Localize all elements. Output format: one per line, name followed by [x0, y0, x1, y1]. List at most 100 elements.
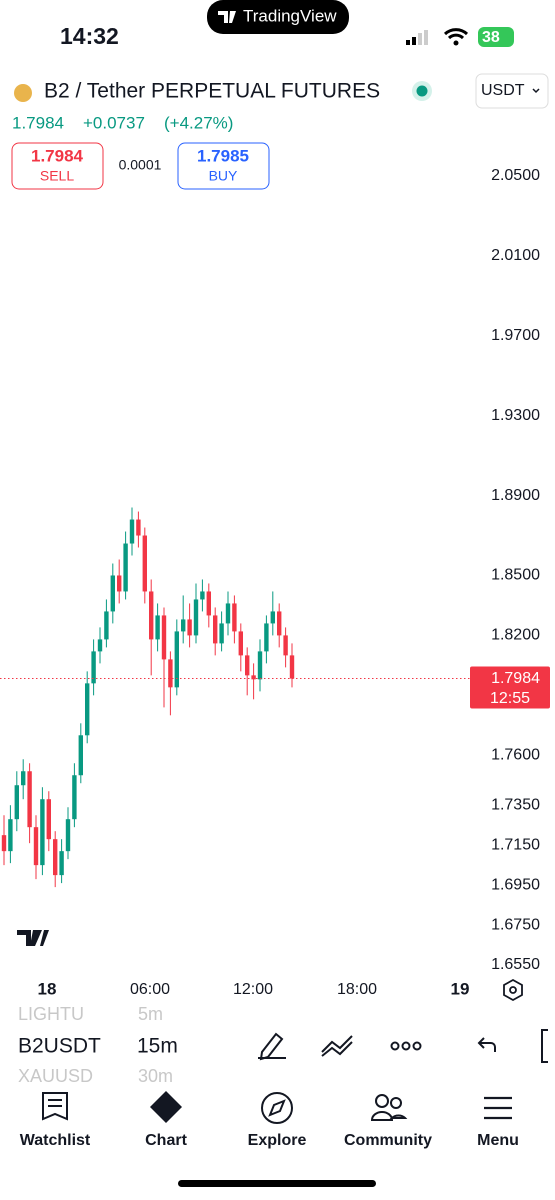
candle-body	[142, 535, 147, 592]
symbol-prev: LIGHTU	[18, 1004, 84, 1024]
candle-body	[104, 611, 109, 640]
candle-body	[257, 651, 263, 680]
candle-body	[219, 623, 224, 644]
candle-body	[1, 835, 7, 852]
interval-next: 30m	[138, 1066, 173, 1086]
price-tag	[470, 666, 550, 709]
candle-body	[110, 575, 115, 612]
candle-body	[264, 623, 269, 652]
y-tick-label: 1.9300	[491, 407, 540, 424]
watermark	[17, 930, 49, 946]
sell-price: 1.7984	[31, 146, 84, 165]
menu-icon	[484, 1096, 512, 1120]
candle-body	[40, 799, 45, 866]
y-tick-label: 1.7350	[491, 796, 540, 813]
nav-menu[interactable]: Menu	[477, 1132, 519, 1149]
x-tick-label: 18:00	[337, 981, 377, 998]
symbol-next: XAUUSD	[18, 1066, 93, 1086]
candle-body	[289, 655, 295, 679]
app-name: TradingView	[243, 6, 337, 25]
currency-select[interactable]	[475, 73, 549, 109]
chevron	[532, 88, 540, 94]
wifi-dot	[453, 40, 459, 46]
price-axis: 2.0500 2.0100 1.9700 1.9300 1.8900 1.8500 1.82…	[491, 167, 540, 973]
explore-icon	[261, 1092, 293, 1124]
candle-body	[251, 675, 256, 680]
market-status-dot	[416, 85, 428, 97]
candle-body	[238, 631, 243, 656]
y-tick-label: 1.6550	[491, 956, 540, 973]
clock: 14:32	[60, 23, 119, 49]
currency: USDT	[481, 82, 525, 99]
fullscreen-button[interactable]	[541, 1029, 548, 1063]
more-button[interactable]	[390, 1041, 422, 1051]
price-tag-countdown: 12:55	[490, 690, 530, 707]
tv-logo	[218, 11, 236, 23]
symbol-icon	[14, 84, 32, 102]
settings-icon-center	[509, 986, 517, 994]
y-tick-label: 2.0100	[491, 247, 540, 264]
candle-body	[72, 775, 77, 820]
nav-explore[interactable]: Explore	[248, 1132, 307, 1149]
buy-label: BUY	[209, 168, 238, 184]
candle-body	[161, 615, 167, 660]
nav-chart[interactable]: Chart	[145, 1132, 187, 1149]
candle-body	[277, 611, 282, 636]
buy-button[interactable]	[177, 142, 270, 190]
candle-body	[97, 639, 103, 652]
candle-body	[27, 771, 32, 828]
time-axis: 18 06:00 12:00 18:00 19	[38, 979, 470, 998]
sell-label: SELL	[40, 168, 74, 184]
interval-current[interactable]: 15m	[137, 1035, 178, 1058]
x-tick-label: 12:00	[233, 981, 273, 998]
candle-body	[187, 619, 192, 636]
x-tick-label: 19	[451, 979, 470, 998]
y-tick-label: 1.9700	[491, 327, 540, 344]
wifi-icon	[443, 28, 469, 40]
price-change-pct: (+4.27%)	[164, 113, 233, 132]
x-tick-label: 18	[38, 979, 57, 998]
candle-body	[181, 619, 186, 632]
y-tick-label: 1.6950	[491, 876, 540, 893]
symbol-picker[interactable]: LIGHTU B2USDT XAUUSD	[18, 1004, 101, 1086]
candle-body	[213, 615, 218, 644]
candle-body	[136, 519, 141, 536]
undo-button[interactable]	[477, 1037, 496, 1052]
y-tick-label: 1.7150	[491, 836, 540, 853]
symbol-current: B2USDT	[18, 1035, 101, 1058]
indicator-tool[interactable]	[321, 1035, 353, 1057]
candle-body	[53, 839, 58, 876]
plot	[0, 507, 470, 888]
settings-icon[interactable]	[503, 978, 523, 1002]
community-icon	[370, 1094, 408, 1121]
battery	[478, 27, 514, 47]
symbol-title[interactable]: B2 / Tether PERPETUAL FUTURES	[44, 80, 380, 103]
signal-icon	[406, 30, 428, 45]
nav-watchlist[interactable]: Watchlist	[20, 1132, 91, 1149]
candle-body	[8, 819, 13, 852]
sell-button[interactable]	[11, 142, 104, 190]
candle-body	[14, 785, 19, 820]
candle-body	[200, 591, 205, 600]
nav-community[interactable]: Community	[344, 1132, 432, 1149]
candle-body	[270, 611, 275, 624]
candle-body	[117, 575, 122, 592]
candle-body	[85, 683, 90, 736]
candle-body	[78, 735, 83, 776]
candle-body	[65, 819, 71, 852]
watchlist-icon	[42, 1092, 68, 1121]
candle-body	[91, 651, 96, 684]
y-tick-label: 1.8900	[491, 487, 540, 504]
draw-tool[interactable]	[258, 1032, 286, 1061]
candle-body	[149, 591, 154, 640]
candle-body	[174, 631, 179, 688]
battery-level: 38	[482, 29, 500, 46]
candle-body	[206, 591, 211, 616]
y-tick-label: 2.0500	[491, 167, 540, 184]
candle-body	[129, 519, 135, 544]
spread: 0.0001	[119, 157, 162, 173]
candle-body	[46, 799, 51, 840]
explore-needle	[268, 1099, 286, 1117]
